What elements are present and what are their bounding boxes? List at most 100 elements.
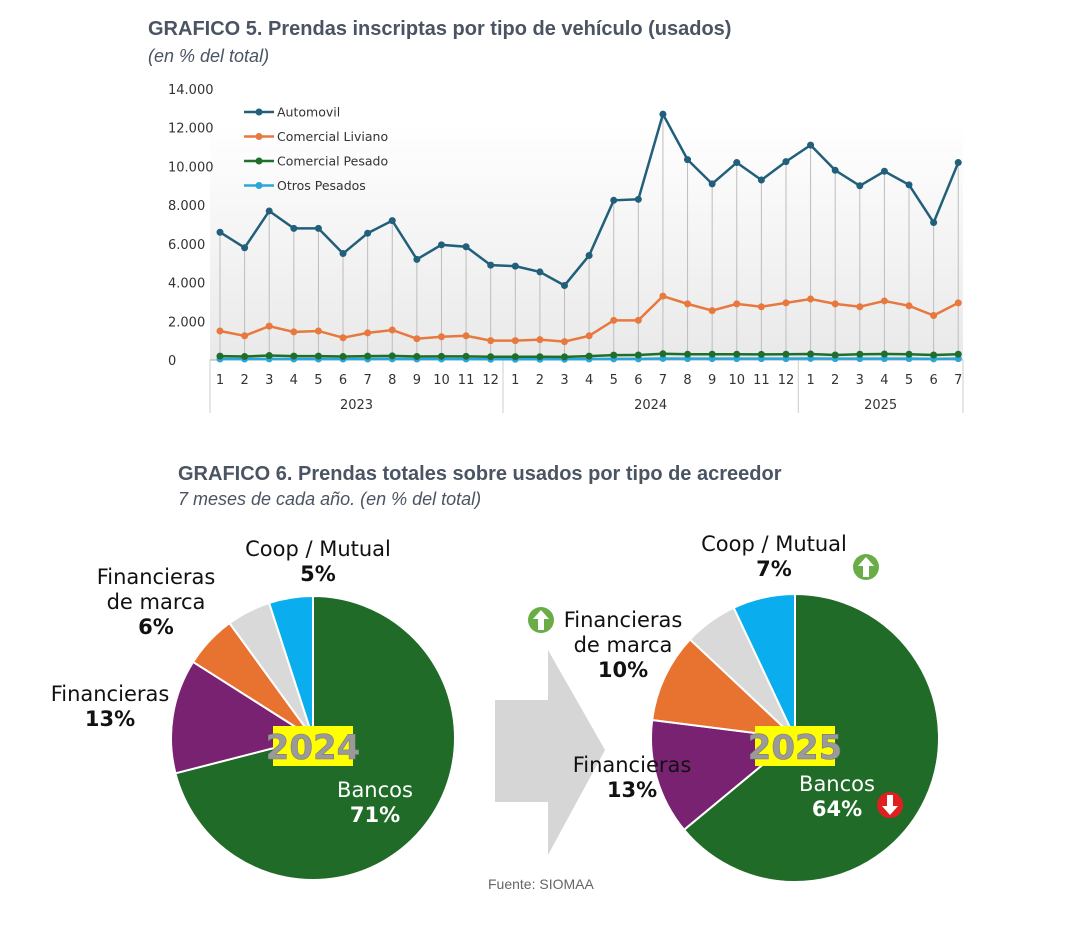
slice-label: de marca — [574, 633, 673, 657]
data-point — [659, 350, 667, 358]
x-tick-label: 5 — [905, 373, 913, 388]
x-tick-label: 6 — [339, 373, 347, 388]
x-tick-label: 7 — [954, 373, 962, 388]
data-point — [880, 297, 888, 305]
chart6-title: GRAFICO 6. Prendas totales sobre usados … — [178, 463, 782, 485]
data-point — [634, 351, 642, 359]
data-point — [216, 327, 224, 335]
chart5-subtitle: (en % del total) — [148, 46, 270, 66]
data-point — [364, 229, 372, 237]
slice-label: Bancos — [337, 778, 413, 802]
year-highlight — [273, 726, 353, 766]
slice-label: 5% — [300, 562, 336, 586]
data-point — [733, 159, 741, 167]
x-tick-label: 11 — [753, 373, 770, 388]
y-tick-label: 4.000 — [168, 277, 205, 292]
data-point — [241, 332, 249, 340]
x-tick-label: 4 — [290, 373, 298, 388]
data-point — [462, 243, 470, 251]
year-label: 2025 — [748, 728, 843, 768]
data-point — [585, 251, 593, 259]
data-point — [265, 207, 273, 215]
data-point — [339, 334, 347, 342]
x-year-label: 2025 — [864, 398, 897, 413]
x-tick-label: 10 — [728, 373, 745, 388]
data-point — [536, 268, 544, 276]
data-point — [757, 303, 765, 311]
data-point — [880, 350, 888, 358]
data-point — [339, 353, 347, 361]
data-point — [216, 352, 224, 360]
x-tick-label: 12 — [482, 373, 499, 388]
legend-marker — [255, 133, 263, 140]
data-point — [536, 353, 544, 361]
data-point — [659, 292, 667, 300]
source-note: Fuente: SIOMAA — [488, 876, 594, 892]
data-point — [511, 337, 519, 345]
arrow-shape — [882, 795, 898, 815]
data-point — [388, 352, 396, 360]
x-tick-label: 8 — [388, 373, 396, 388]
slice-label: 13% — [85, 707, 135, 731]
data-point — [831, 300, 839, 308]
legend-marker — [255, 157, 263, 165]
legend-label: Comercial Pesado — [277, 154, 388, 169]
data-point — [413, 335, 421, 343]
data-point — [388, 326, 396, 334]
data-point — [536, 336, 544, 344]
data-point — [807, 295, 815, 303]
data-point — [708, 180, 716, 188]
data-point — [610, 196, 618, 204]
data-point — [290, 328, 298, 336]
x-tick-label: 2 — [831, 373, 839, 388]
data-point — [634, 316, 642, 324]
legend-label: Automovil — [277, 105, 340, 120]
y-tick-label: 10.000 — [168, 160, 214, 175]
x-tick-label: 7 — [364, 373, 372, 388]
data-point — [487, 337, 495, 345]
data-point — [684, 350, 692, 358]
x-year-label: 2023 — [340, 398, 373, 413]
slice-label: de marca — [107, 590, 206, 614]
y-tick-label: 2.000 — [168, 315, 205, 330]
data-point — [954, 299, 962, 307]
data-point — [511, 353, 519, 361]
x-tick-label: 9 — [413, 373, 421, 388]
chart5-title: GRAFICO 5. Prendas inscriptas por tipo d… — [148, 18, 732, 40]
data-point — [856, 182, 864, 190]
data-point — [585, 332, 593, 340]
data-point — [241, 353, 249, 361]
slice-label: 64% — [812, 797, 862, 821]
x-tick-label: 3 — [560, 373, 568, 388]
x-tick-label: 5 — [314, 373, 322, 388]
data-point — [757, 350, 765, 358]
data-point — [364, 352, 372, 360]
x-year-label: 2024 — [634, 398, 667, 413]
x-tick-label: 1 — [216, 373, 224, 388]
plot-background — [210, 121, 963, 360]
y-tick-label: 6.000 — [168, 238, 205, 253]
data-point — [314, 352, 322, 360]
data-point — [610, 351, 618, 359]
x-tick-label: 8 — [683, 373, 691, 388]
legend-marker — [255, 108, 263, 116]
data-point — [807, 350, 815, 358]
data-point — [437, 241, 445, 249]
slice-label: Coop / Mutual — [701, 532, 847, 556]
slice-label: Financieras — [51, 682, 170, 706]
data-point — [437, 352, 445, 360]
data-point — [216, 228, 224, 236]
data-point — [733, 300, 741, 308]
data-point — [610, 316, 618, 324]
data-point — [733, 350, 741, 358]
x-tick-label: 6 — [634, 373, 642, 388]
y-tick-label: 8.000 — [168, 199, 205, 214]
y-tick-label: 14.000 — [168, 83, 214, 98]
data-point — [831, 166, 839, 174]
data-point — [511, 262, 519, 270]
data-point — [634, 195, 642, 203]
data-point — [782, 350, 790, 358]
chart6-subtitle: 7 meses de cada año. (en % del total) — [178, 489, 482, 509]
data-point — [585, 352, 593, 360]
data-point — [314, 327, 322, 335]
